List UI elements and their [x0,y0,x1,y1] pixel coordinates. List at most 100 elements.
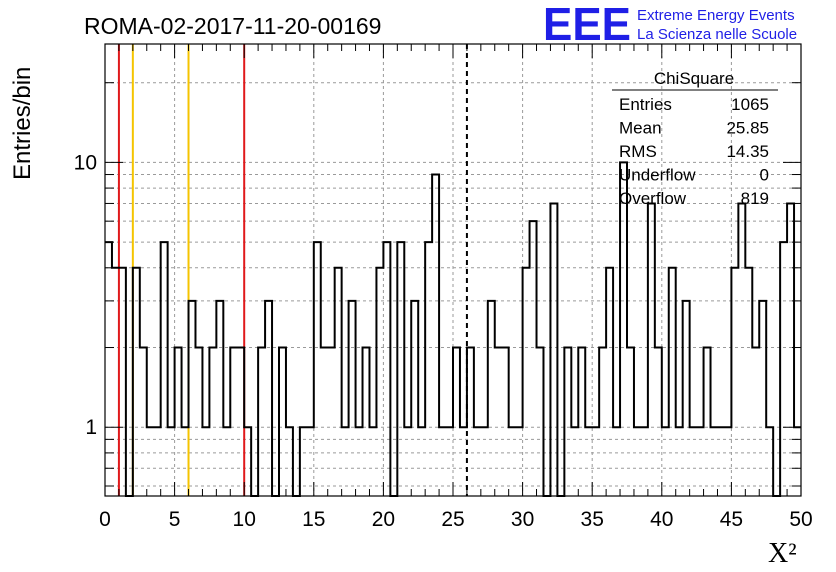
histogram-bin [119,268,126,496]
histogram-bin [182,427,189,496]
stats-rows: Entries 1065 Mean 25.85 RMS 14.35 Underflow 0 Ov… [619,95,769,208]
histogram-bin [495,348,502,496]
histogram-bin [147,427,154,496]
histogram-bin [509,427,516,496]
histogram-bin [690,427,697,496]
histogram-bin [363,348,370,496]
histogram-bin [209,348,216,496]
x-tick-label: 50 [789,508,812,531]
histogram-bin [279,348,286,496]
histogram-bin [328,348,335,496]
histogram-bin [356,427,363,496]
histogram-bin [738,203,745,496]
histogram-bin [759,301,766,496]
histogram-bin [383,242,390,496]
histogram-bin [418,427,425,496]
histogram-bin [467,348,474,496]
histogram-bin [724,427,731,496]
histogram-bin [641,427,648,496]
x-tick-label: 40 [650,508,673,531]
histogram-bin [585,427,592,496]
histogram-bin [307,427,314,496]
histogram-bin [168,427,175,496]
histogram-bin [578,348,585,496]
histogram-bin [780,242,787,496]
histogram [105,161,801,497]
histogram-bin [202,427,209,496]
histogram-bin [669,268,676,496]
axis-ticks [104,44,802,496]
histogram-bin [502,348,509,496]
histogram-bin [258,348,265,496]
logo-line-1: Extreme Energy Events [637,7,795,24]
histogram-bin [397,242,404,496]
x-tick-label: 0 [99,508,111,531]
histogram-bin [488,301,495,496]
histogram-bin [460,427,467,496]
histogram-bin [620,162,627,496]
histogram-bin [523,268,530,496]
x-axis-label: X² [768,538,797,569]
histogram-bin [286,427,293,496]
histogram-bin [376,268,383,496]
logo-line-2: La Scienza nelle Scuole [637,26,797,43]
x-tick-label: 10 [233,508,256,531]
histogram-bin [195,348,202,496]
x-tick-label: 45 [720,508,743,531]
stats-value: 0 [760,166,769,185]
stats-value: 1065 [731,95,769,114]
histogram-bin [223,427,230,496]
histogram-bin [216,301,223,496]
histogram-bin [439,427,446,496]
x-tick-label: 25 [441,508,464,531]
histogram-bin [300,427,307,496]
histogram-bin [453,348,460,496]
histogram-bin [342,427,349,496]
histogram-bin [648,203,655,496]
histogram-bin [481,427,488,496]
histogram-bin [634,427,641,496]
stats-value: 14.35 [726,142,769,161]
stats-title: ChiSquare [654,69,734,88]
histogram-bin [516,427,523,496]
histogram-bin [112,268,119,496]
histogram-bin [530,221,537,496]
histogram-bin [731,268,738,496]
histogram-bin [161,242,168,496]
histogram-bin [369,427,376,496]
histogram-bin [683,301,690,496]
eee-logo: EEE Extreme Energy Events La Scienza nel… [543,0,797,50]
x-tick-label: 15 [302,508,325,531]
histogram-bin [606,268,613,496]
stats-label: RMS [619,142,657,161]
histogram-outline [105,161,801,497]
histogram-bin [404,427,411,496]
stats-value: 25.85 [726,119,769,138]
x-tick-label: 5 [169,508,181,531]
histogram-bin [175,348,182,496]
histogram-bin [627,348,634,496]
histogram-bin [655,348,662,496]
histogram-bin [717,427,724,496]
histogram-bin [697,427,704,496]
x-tick-labels: 0 5 10 15 20 25 30 35 40 45 50 [99,508,813,531]
histogram-bin [314,242,321,496]
histogram-bin [766,427,773,496]
histogram-bin [550,203,557,496]
histogram-bin [140,348,147,496]
histogram-bin [265,301,272,496]
histogram-bin [474,427,481,496]
histogram-bin [105,242,112,496]
histogram-bin [613,427,620,496]
stats-value: 819 [741,189,769,208]
y-tick-labels: 1 10 [74,151,97,439]
histogram-bin [335,268,342,496]
y-tick-label: 10 [74,151,97,174]
eee-logo-mark: EEE [543,0,631,50]
histogram-bin [564,348,571,496]
y-axis-label: Entries/bin [9,67,36,180]
histogram-bin [411,301,418,496]
histogram-bin [571,427,578,496]
histogram-bin [537,348,544,496]
